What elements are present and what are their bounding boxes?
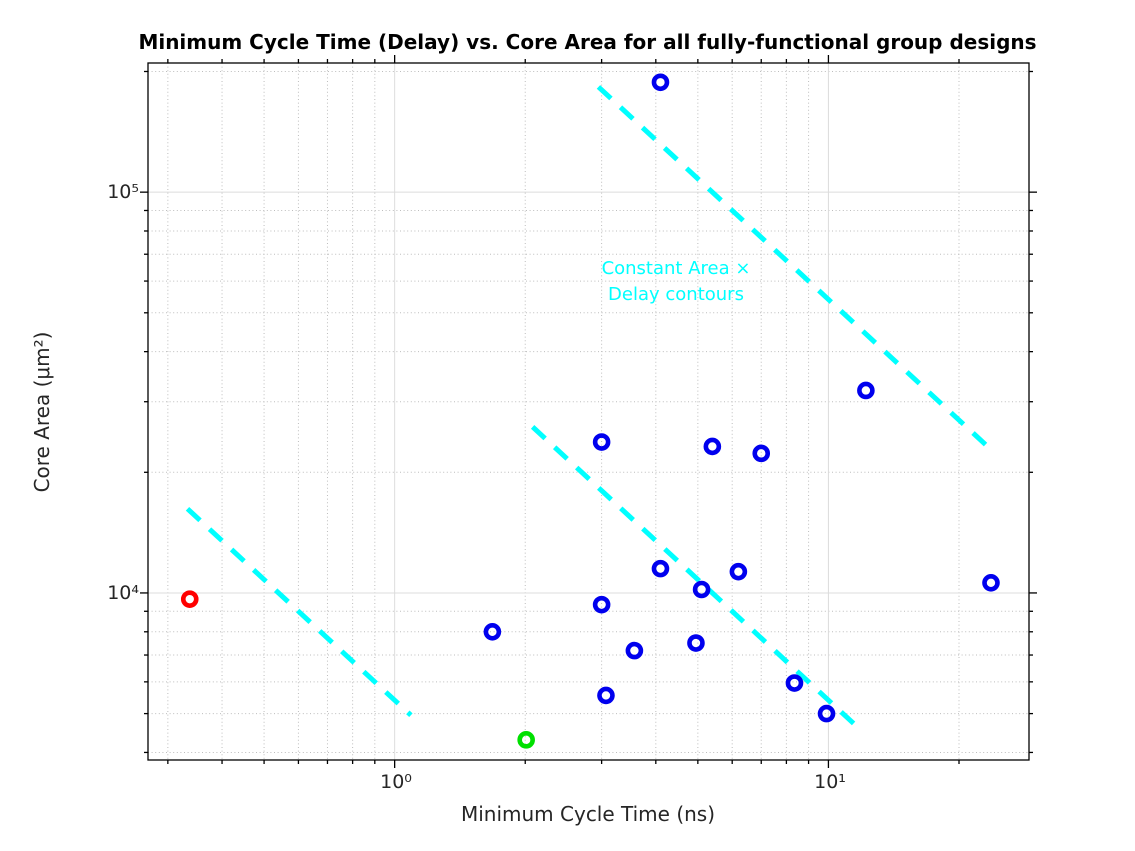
contour-annotation-line1: Constant Area ×	[601, 258, 751, 279]
blue-designs-point	[729, 562, 748, 581]
blue-designs-point	[703, 437, 722, 456]
blue-designs-point	[592, 433, 611, 451]
green-design-point	[517, 731, 535, 749]
blue-designs-point	[752, 444, 771, 463]
x-tick-label-1e1: 10¹	[814, 771, 846, 793]
blue-designs-point	[651, 559, 670, 578]
x-axis-label: Minimum Cycle Time (ns)	[460, 802, 716, 826]
y-tick-label-1e4: 10⁴	[107, 582, 139, 604]
plot-border	[147, 62, 1030, 761]
minor-gridlines	[148, 63, 1029, 760]
tick-marks	[140, 55, 1037, 768]
blue-designs-point	[592, 595, 611, 614]
blue-designs-point	[692, 580, 711, 599]
blue-designs-point	[687, 634, 705, 652]
contour-lines	[185, 85, 992, 731]
contour-line	[530, 425, 862, 731]
chart-title: Minimum Cycle Time (Delay) vs. Core Area…	[138, 30, 1037, 54]
blue-designs-point	[982, 574, 1000, 592]
red-design-series	[180, 590, 199, 608]
blue-designs-point	[483, 622, 502, 641]
blue-designs-series	[483, 73, 1000, 723]
blue-designs-point	[857, 381, 875, 400]
contour-annotation-line2: Delay contours	[608, 284, 744, 305]
blue-designs-point	[651, 73, 670, 92]
blue-designs-point	[597, 686, 615, 705]
blue-designs-point	[625, 641, 644, 660]
major-gridlines	[148, 63, 1029, 760]
x-tick-label-1e0: 10⁰	[380, 771, 412, 793]
y-tick-label-1e5: 10⁵	[107, 181, 139, 203]
green-design-series	[517, 731, 535, 749]
y-axis-label: Core Area (μm²)	[30, 331, 54, 493]
blue-designs-point	[817, 704, 836, 723]
red-design-point	[180, 590, 199, 608]
contour-line	[185, 506, 413, 718]
blue-designs-point	[785, 674, 804, 692]
